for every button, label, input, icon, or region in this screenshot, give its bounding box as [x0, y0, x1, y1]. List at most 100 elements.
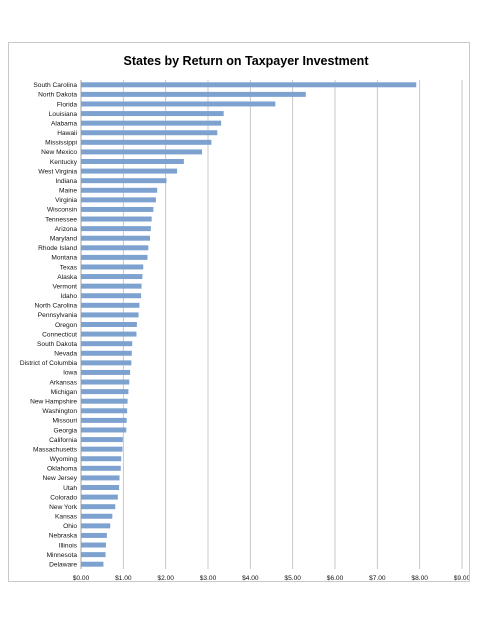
bar	[81, 561, 104, 567]
bars	[81, 82, 417, 567]
category-label: Iowa	[63, 370, 77, 377]
x-tick-label: $7.00	[369, 575, 386, 581]
x-axis-ticks: $0.00 $1.00 $2.00 $3.00 $4.00 $5.00 $6.00 $7.00…	[73, 575, 469, 581]
x-tick-label: $9.00	[454, 575, 469, 581]
bar	[81, 513, 113, 519]
bar	[81, 456, 122, 462]
category-label: Ohio	[63, 523, 77, 530]
category-label: New Jersey	[43, 475, 78, 482]
category-label: Mississippi	[45, 140, 77, 147]
category-label: West Virginia	[38, 168, 77, 175]
category-label: Illinois	[59, 542, 78, 549]
bar	[81, 475, 120, 481]
bar	[81, 130, 218, 136]
category-label: Florida	[57, 101, 77, 108]
category-label: Idaho	[60, 293, 77, 300]
category-label: Maryland	[50, 236, 77, 243]
bar	[81, 504, 116, 510]
category-label: South Dakota	[37, 341, 77, 348]
category-label: California	[49, 437, 77, 444]
bar	[81, 494, 118, 500]
bar	[81, 331, 137, 337]
category-label: Texas	[60, 264, 78, 271]
category-label: Montana	[51, 255, 77, 262]
bar	[81, 322, 137, 327]
category-label: Connecticut	[42, 331, 77, 338]
bar	[81, 398, 128, 404]
category-label: Nebraska	[49, 533, 78, 540]
bar	[81, 168, 178, 174]
category-label: Kentucky	[50, 159, 78, 166]
bar	[81, 408, 128, 414]
bar	[81, 197, 156, 203]
bar	[81, 427, 127, 433]
bar	[81, 216, 152, 222]
bar	[81, 552, 106, 558]
category-label: New Hampshire	[30, 399, 77, 406]
bar	[81, 417, 127, 423]
bar	[81, 369, 131, 375]
category-label: Utah	[63, 485, 77, 492]
category-label: Nevada	[54, 351, 77, 358]
bar	[81, 379, 130, 385]
bar	[81, 274, 143, 280]
bar	[81, 159, 184, 164]
bar	[81, 101, 276, 107]
x-tick-label: $8.00	[411, 575, 428, 581]
bar	[81, 389, 129, 395]
category-label: Washington	[42, 408, 77, 415]
category-label: Louisiana	[49, 111, 78, 118]
category-label: Alabama	[51, 120, 77, 127]
x-tick-label: $3.00	[200, 575, 217, 581]
bar	[81, 485, 120, 490]
x-tick-label: $4.00	[242, 575, 259, 581]
bar	[81, 446, 123, 452]
bar	[81, 293, 142, 299]
category-label: Maine	[59, 188, 77, 195]
category-label: Hawaii	[57, 130, 77, 137]
x-tick-label: $6.00	[327, 575, 344, 581]
category-label: Wisconsin	[47, 207, 77, 214]
bar	[81, 302, 140, 308]
x-tick-label: $1.00	[115, 575, 132, 581]
bar	[81, 283, 142, 289]
chart-frame: States by Return on Taxpayer Investment …	[8, 42, 470, 582]
x-tick-label: $0.00	[73, 575, 90, 581]
category-label: Tennessee	[45, 216, 77, 223]
category-label: Delaware	[49, 562, 77, 569]
category-label: Oregon	[55, 322, 77, 329]
x-tick-label: $2.00	[157, 575, 174, 581]
category-label: Virginia	[55, 197, 77, 204]
category-label: Colorado	[50, 494, 77, 501]
bar	[81, 312, 139, 318]
category-label: Alaska	[57, 274, 77, 281]
category-label: Arkansas	[50, 379, 78, 386]
bar	[81, 235, 151, 241]
category-label: Pennsylvania	[38, 312, 78, 319]
category-label: Wyoming	[50, 456, 78, 463]
bar	[81, 226, 151, 232]
bar	[81, 341, 133, 347]
bar	[81, 532, 107, 538]
category-label: South Carolina	[33, 82, 77, 89]
bar	[81, 437, 123, 443]
bar	[81, 465, 121, 471]
bar	[81, 245, 149, 251]
category-label: North Carolina	[34, 303, 77, 310]
category-label: District of Columbia	[20, 360, 77, 367]
bar	[81, 120, 222, 126]
bar	[81, 254, 148, 260]
bar	[81, 178, 167, 184]
category-label: Indiana	[55, 178, 77, 185]
category-label: Georgia	[54, 427, 78, 434]
bar-chart: States by Return on Taxpayer Investment …	[20, 54, 469, 581]
category-label: Vermont	[52, 283, 77, 290]
category-label: Rhode Island	[38, 245, 77, 252]
bar	[81, 187, 158, 193]
category-label: New York	[49, 504, 78, 511]
bar	[81, 264, 144, 270]
category-label: Arizona	[55, 226, 78, 233]
chart-title: States by Return on Taxpayer Investment	[124, 54, 370, 68]
bar	[81, 139, 212, 145]
category-label: Minnesota	[47, 552, 78, 559]
